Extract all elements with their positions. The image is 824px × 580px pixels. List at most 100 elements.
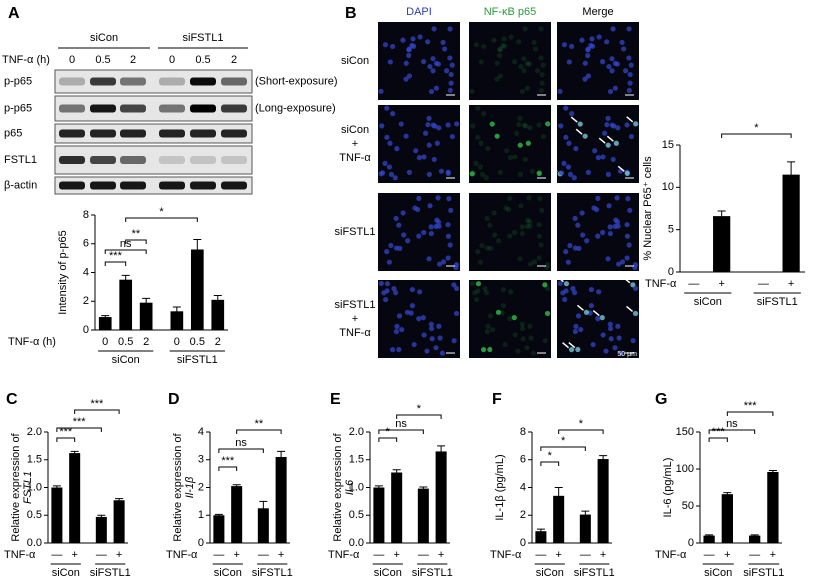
cell-nucleus — [622, 68, 629, 74]
x-tick-label: + — [718, 278, 724, 290]
cell-nucleus — [485, 323, 491, 329]
y-tick-label: 2 — [520, 509, 526, 521]
cell-nucleus — [584, 238, 590, 244]
significance-label: *** — [109, 250, 123, 262]
cell-nucleus — [605, 171, 612, 177]
cell-nucleus — [406, 169, 413, 175]
cell-nucleus — [627, 71, 633, 78]
group-label: siCon — [52, 567, 80, 579]
cell-nucleus — [507, 195, 513, 201]
cell-nucleus — [568, 347, 575, 353]
cell-nucleus — [579, 37, 585, 43]
cell-nucleus — [382, 42, 389, 48]
cell-nucleus — [621, 46, 627, 52]
cell-nucleus — [571, 175, 577, 181]
bar — [553, 495, 565, 543]
significance-label: ** — [132, 228, 141, 240]
lane-label: 0 — [169, 54, 175, 66]
cell-nucleus — [512, 59, 518, 65]
bar — [113, 500, 125, 543]
micrograph — [469, 22, 551, 100]
error-bar — [374, 485, 383, 490]
error-bar — [750, 534, 759, 537]
cell-nucleus — [433, 85, 440, 91]
cell-nucleus — [475, 134, 481, 140]
cell-nucleus — [596, 34, 602, 40]
x-tick-label: 2 — [143, 336, 149, 348]
cell-nucleus — [409, 286, 416, 293]
panel-letter: A — [8, 5, 20, 22]
cell-nucleus — [526, 61, 532, 67]
x-axis-label: TNF-α — [328, 549, 360, 561]
row-label: TNF-α — [339, 327, 371, 339]
bar — [597, 459, 609, 543]
cell-nucleus — [585, 169, 592, 175]
cell-nucleus — [565, 164, 572, 170]
group-label: siCon — [536, 567, 564, 579]
error-bar — [232, 484, 241, 488]
cell-nucleus — [522, 156, 528, 163]
cell-nucleus — [447, 87, 453, 94]
cell-nucleus — [582, 76, 588, 82]
cell-nucleus — [596, 289, 602, 295]
group-label: siFSTL1 — [757, 296, 798, 308]
cell-nucleus — [595, 155, 601, 161]
cell-nucleus — [512, 332, 518, 338]
cell-nucleus — [536, 122, 542, 128]
group-label: siCon — [112, 354, 140, 366]
significance-label: *** — [90, 398, 104, 410]
group-label: siCon — [90, 32, 118, 44]
significance-label: ns — [726, 418, 738, 430]
y-tick-label: 0 — [83, 324, 89, 336]
significance-bracket — [125, 239, 147, 244]
cell-nucleus — [521, 56, 527, 62]
cell-nucleus — [393, 215, 399, 222]
lane-label: 0.5 — [95, 54, 110, 66]
cell-nucleus — [607, 230, 613, 237]
blot-row-label: β-actin — [4, 179, 37, 191]
cell-nucleus — [524, 223, 530, 230]
cell-nucleus — [627, 207, 633, 213]
cell-nucleus — [447, 55, 453, 61]
cell-nucleus — [428, 325, 435, 332]
cell-nucleus — [488, 245, 494, 251]
cell-nucleus — [518, 63, 524, 70]
cell-nucleus — [492, 232, 498, 238]
cell-nucleus — [517, 142, 523, 148]
cell-nucleus — [604, 122, 610, 128]
cell-nucleus — [595, 233, 601, 239]
cell-nucleus — [540, 133, 547, 140]
panel-letter: C — [6, 391, 18, 408]
cell-nucleus — [497, 52, 503, 59]
cell-nucleus — [585, 52, 591, 59]
bar — [417, 488, 429, 543]
bar — [713, 216, 731, 272]
cell-nucleus — [624, 255, 630, 261]
blot-strip — [54, 123, 253, 144]
cell-nucleus — [537, 196, 543, 202]
error-bar — [193, 238, 202, 260]
significance-label: * — [548, 450, 553, 462]
cell-nucleus — [528, 335, 534, 341]
x-tick-label: + — [71, 549, 77, 561]
cell-nucleus — [588, 303, 595, 309]
cell-nucleus — [390, 111, 396, 117]
cell-nucleus — [484, 215, 490, 222]
y-tick-label: 2.0 — [349, 426, 364, 438]
row-label: + — [352, 138, 358, 150]
error-bar — [581, 510, 590, 519]
cell-nucleus — [393, 245, 400, 251]
blot-band — [221, 104, 247, 113]
cell-nucleus — [538, 55, 544, 61]
cell-nucleus — [577, 121, 583, 127]
blot-band — [120, 77, 146, 86]
arrow — [568, 341, 576, 349]
cell-nucleus — [632, 285, 639, 292]
cell-nucleus — [431, 26, 437, 32]
error-bar — [554, 487, 563, 505]
cell-nucleus — [453, 310, 460, 317]
cell-nucleus — [606, 203, 612, 209]
significance-bracket — [104, 261, 127, 266]
cell-nucleus — [394, 323, 400, 329]
group-label: siFSTL1 — [90, 567, 131, 579]
